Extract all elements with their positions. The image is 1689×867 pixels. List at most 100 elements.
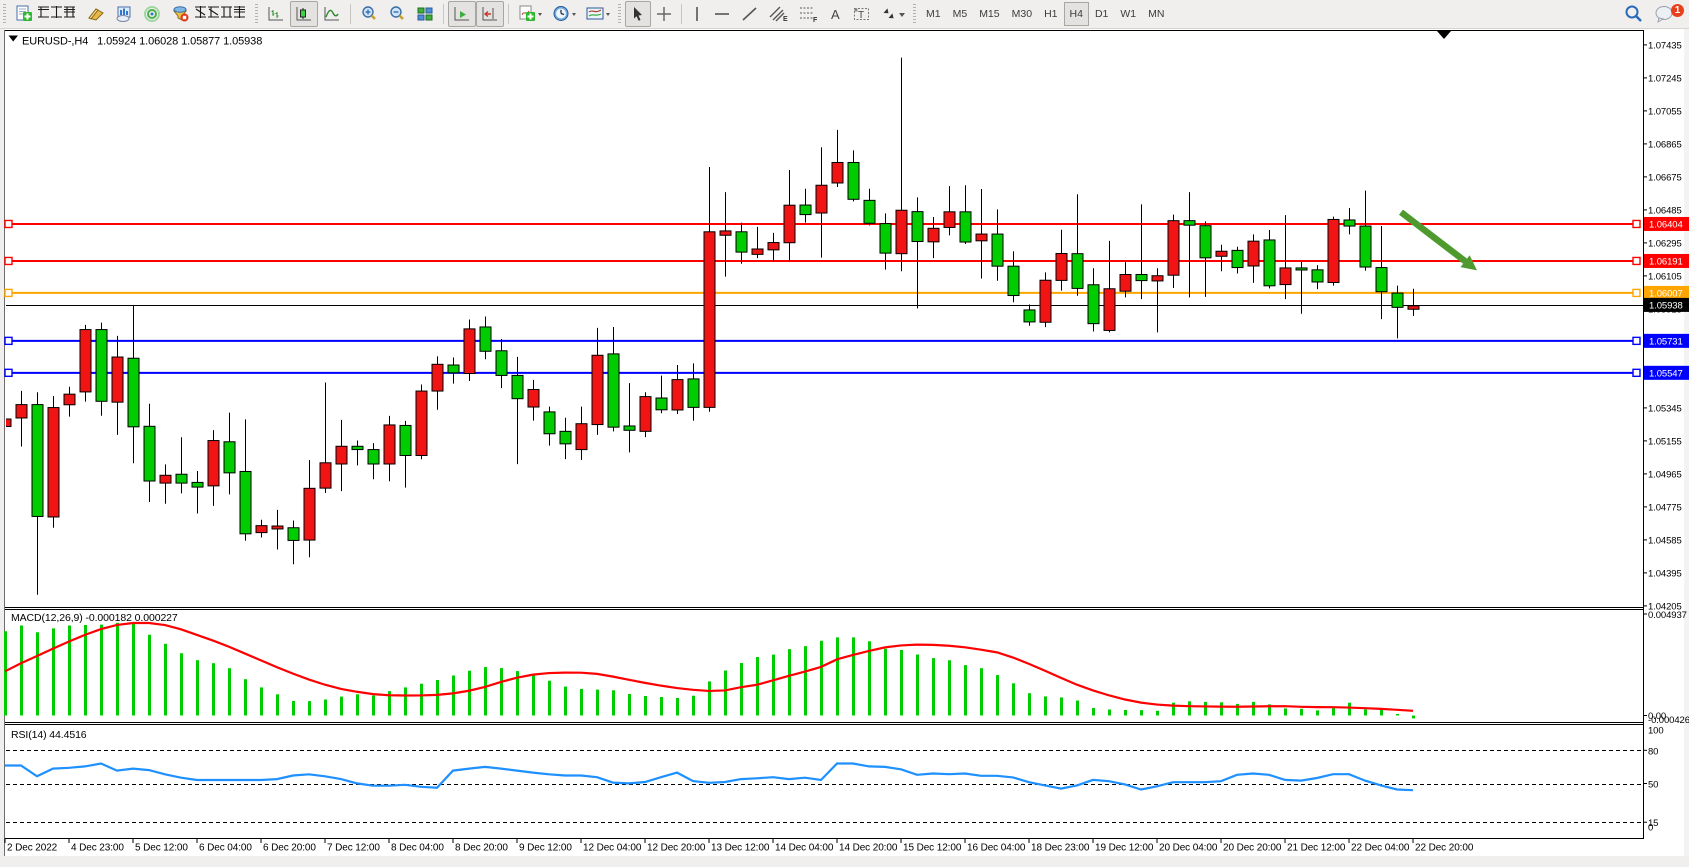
- candle-body-down: [1279, 267, 1292, 286]
- left-frame: [0, 29, 5, 862]
- price-badge-label: 1.06007: [1649, 288, 1683, 299]
- timeframe-D1[interactable]: D1: [1094, 8, 1109, 20]
- toolbar-grip: [912, 4, 917, 24]
- line-chart-button[interactable]: [318, 1, 346, 27]
- time-tick-label: 8 Dec 20:00: [455, 843, 508, 854]
- candle-body-up: [1231, 249, 1244, 269]
- candle-body-down: [159, 474, 172, 484]
- candle-body-down: [111, 356, 124, 403]
- candle-body-up: [1023, 309, 1036, 323]
- candle-body-up: [1311, 269, 1324, 283]
- candle-body-down: [783, 204, 796, 244]
- chart-title: EURUSD-,H4 1.05924 1.06028 1.05877 1.059…: [22, 36, 262, 48]
- rsi-scale-label: 100: [1648, 726, 1664, 737]
- timeframe-M1[interactable]: M1: [926, 8, 941, 20]
- timeframe-W1[interactable]: W1: [1120, 8, 1137, 20]
- price-tick-label: 1.06105: [1648, 271, 1682, 282]
- text-label-button[interactable]: T: [848, 1, 876, 27]
- candle-body-up: [175, 473, 188, 484]
- candle-body-up: [239, 470, 252, 535]
- candle-body-up: [479, 326, 492, 352]
- candle-body-up: [1007, 265, 1020, 297]
- timeframe-M5[interactable]: M5: [952, 8, 968, 20]
- candle-body-down: [6, 418, 12, 427]
- cursor-button[interactable]: [625, 1, 651, 27]
- candlestick-chart-button[interactable]: [290, 1, 318, 27]
- toolbar-grip: [254, 4, 259, 24]
- time-tick-label: 6 Dec 20:00: [263, 843, 316, 854]
- crosshair-button[interactable]: [651, 1, 677, 27]
- arrows-button[interactable]: [876, 1, 910, 27]
- bottom-frame: [0, 856, 1689, 862]
- price-badge-label: 1.05547: [1649, 368, 1683, 379]
- toolbar: E F A T M1 M5 M15 M30 H1 H4 D1 W1 MN 1: [0, 0, 1689, 29]
- timeframe-H4[interactable]: H4: [1063, 2, 1089, 26]
- price-badge-label: 1.06191: [1649, 256, 1683, 267]
- chart-canvas[interactable]: EURUSD-,H4 1.05924 1.06028 1.05877 1.059…: [0, 29, 1689, 862]
- chat-button[interactable]: 1: [1649, 1, 1684, 27]
- timeframe-H1[interactable]: H1: [1044, 8, 1058, 20]
- fibonacci-button[interactable]: F: [794, 1, 824, 27]
- candle-body-down: [895, 209, 908, 255]
- price-badge-label: 1.05938: [1649, 300, 1683, 311]
- candle-body-down: [815, 184, 828, 214]
- candle-body-down: [463, 328, 476, 375]
- timeframe-M15[interactable]: M15: [979, 8, 1000, 20]
- candle-body-down: [47, 407, 60, 518]
- timeframe-M30[interactable]: M30: [1011, 8, 1033, 20]
- candle-body-down: [703, 231, 716, 408]
- price-tick-label: 1.05345: [1648, 403, 1682, 414]
- equidistant-channel-button[interactable]: E: [764, 1, 794, 27]
- new-order-button[interactable]: [10, 1, 82, 27]
- candle-body-down: [63, 393, 76, 406]
- timeframe-bar: M1 M5 M15 M30 H1 H4 D1 W1 MN: [920, 2, 1170, 26]
- price-tick-label: 1.07055: [1648, 106, 1682, 117]
- candle-body-up: [399, 424, 412, 456]
- rsi-scale-label: 15: [1648, 818, 1658, 829]
- bar-chart-button[interactable]: [262, 1, 290, 27]
- vertical-line-button[interactable]: [686, 1, 708, 27]
- hline-handle: [4, 256, 13, 266]
- horizontal-line-button[interactable]: [708, 1, 736, 27]
- chart-shift-button[interactable]: [476, 1, 504, 27]
- price-badge: [1644, 216, 1689, 231]
- book-button[interactable]: [82, 1, 110, 27]
- timeframe-MN[interactable]: MN: [1148, 8, 1165, 20]
- trendline-icon: [742, 7, 757, 21]
- price-tick-label: 1.05155: [1648, 436, 1682, 447]
- templates-button[interactable]: [581, 1, 615, 27]
- signal-button[interactable]: [138, 1, 166, 27]
- candle-body-up: [95, 329, 108, 402]
- text-button[interactable]: A: [824, 1, 848, 27]
- periods-button[interactable]: [547, 1, 581, 27]
- candle-body-down: [751, 248, 764, 255]
- notification-badge: 1: [1671, 4, 1684, 17]
- candle-body-up: [687, 378, 700, 408]
- zoom-in-button[interactable]: [355, 1, 383, 27]
- autotrading-button[interactable]: [166, 1, 252, 27]
- tile-windows-button[interactable]: [411, 1, 439, 27]
- line-chart-icon: [324, 7, 339, 21]
- auto-scroll-button[interactable]: [448, 1, 476, 27]
- toolbar-separator: [350, 4, 351, 24]
- time-tick-label: 12 Dec 20:00: [647, 843, 706, 854]
- candle-body-up: [1343, 219, 1356, 227]
- zoom-out-button[interactable]: [383, 1, 411, 27]
- search-button[interactable]: [1619, 1, 1649, 27]
- trendline-button[interactable]: [736, 1, 764, 27]
- signal-icon: [144, 6, 160, 22]
- candle-body-down: [575, 423, 588, 451]
- hline-handle: [1632, 256, 1641, 266]
- hline-handle: [4, 288, 13, 298]
- history-chart-button[interactable]: [110, 1, 138, 27]
- zoom-out-icon: [390, 6, 404, 20]
- candle-body-up: [1183, 220, 1196, 226]
- candle-body-down: [1215, 250, 1228, 257]
- chart-window[interactable]: EURUSD-,H4 1.05924 1.06028 1.05877 1.059…: [0, 29, 1689, 867]
- indicators-button[interactable]: [513, 1, 547, 27]
- price-tick-label: 1.06865: [1648, 139, 1682, 150]
- candle-body-up: [607, 353, 620, 428]
- candle-body-down: [431, 363, 444, 392]
- hline-handle: [1632, 368, 1641, 378]
- time-tick-label: 8 Dec 04:00: [391, 843, 444, 854]
